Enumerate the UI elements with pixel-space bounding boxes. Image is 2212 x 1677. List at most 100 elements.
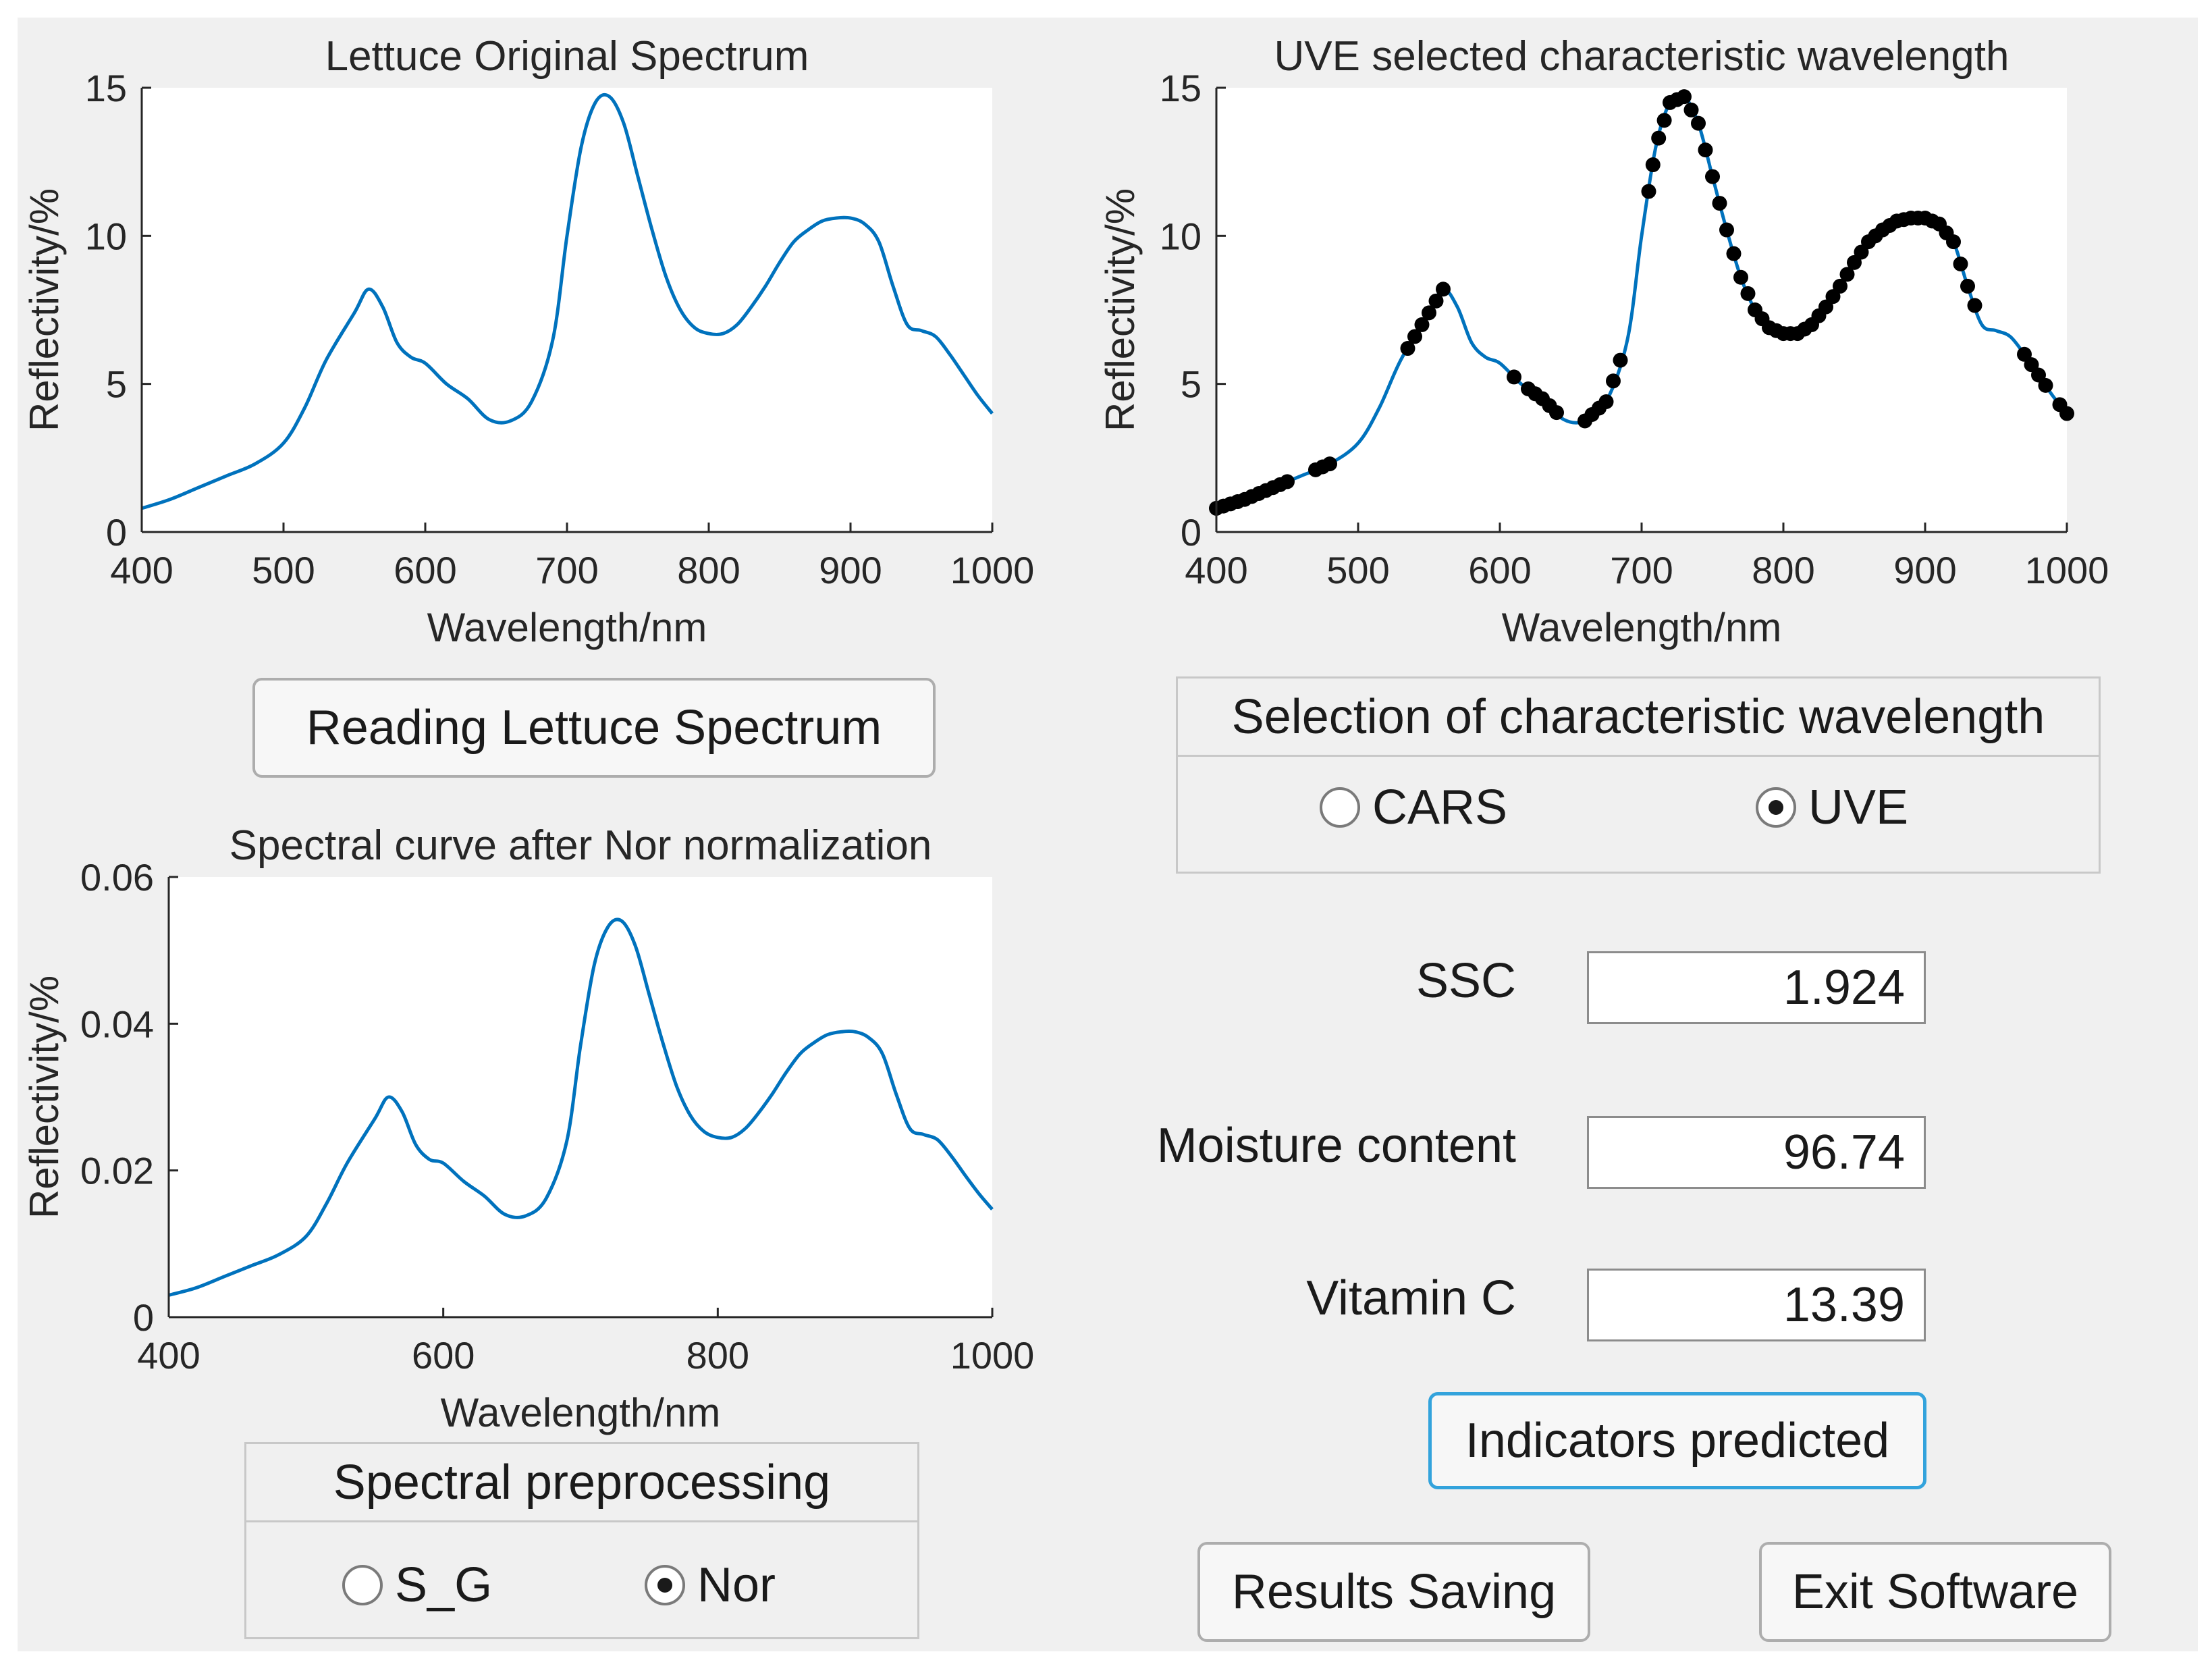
- normalized-x-tick-label: 600: [412, 1334, 475, 1377]
- uve-selected-point: [1719, 222, 1734, 238]
- original-plot-area: [142, 88, 992, 532]
- uve-selected-point: [1740, 286, 1756, 301]
- original-x-tick-label: 400: [110, 549, 173, 591]
- uve-x-tick-label: 900: [1893, 549, 1956, 591]
- uve-x-tick-label: 600: [1468, 549, 1531, 591]
- normalized-y-tick-label: 0.06: [80, 856, 154, 899]
- radio-nor-label: Nor: [697, 1558, 776, 1612]
- uve-plot-area: [1216, 88, 2067, 532]
- wavelength-selection-title: Selection of characteristic wavelength: [1178, 678, 2099, 757]
- radio-nor[interactable]: Nor: [645, 1558, 776, 1613]
- uve-selected-point: [1818, 299, 1833, 315]
- radio-cars-indicator[interactable]: [1320, 787, 1360, 828]
- uve-selected-point: [1645, 157, 1661, 173]
- uve-selected-point: [1400, 341, 1415, 356]
- normalized-plot-area: [169, 877, 992, 1317]
- normalized-x-axis-label: Wavelength/nm: [441, 1390, 721, 1435]
- uve-x-tick-label: 800: [1752, 549, 1814, 591]
- uve-selected-point: [1414, 317, 1430, 332]
- original-y-tick-label: 5: [106, 363, 127, 406]
- normalized-series-line: [168, 917, 994, 1297]
- original-x-tick-label: 600: [394, 549, 456, 591]
- moisture-content-field[interactable]: 96.74: [1587, 1116, 1926, 1189]
- vitamin-c-field[interactable]: 13.39: [1587, 1269, 1926, 1341]
- normalized-y-tick-label: 0.04: [80, 1003, 154, 1045]
- original-spectrum-chart: 400 500 600 700 800 900 1000 0 5 10 15 Lettuce Orig…: [22, 33, 1034, 650]
- uve-x-tick-label: 400: [1185, 549, 1247, 591]
- uve-selected-point: [1847, 255, 1862, 270]
- original-series-line: [141, 92, 994, 510]
- results-saving-button[interactable]: Results Saving: [1197, 1542, 1590, 1642]
- uve-x-tick-label: 500: [1326, 549, 1389, 591]
- original-x-tick-label: 500: [252, 549, 315, 591]
- uve-selected-point: [2024, 357, 2039, 373]
- original-chart-title: Lettuce Original Spectrum: [325, 33, 809, 80]
- uve-selected-point: [1598, 394, 1614, 409]
- normalized-x-tick-label: 800: [686, 1334, 749, 1377]
- uve-selected-point: [1549, 405, 1564, 421]
- uve-x-tick-label: 700: [1610, 549, 1673, 591]
- radio-nor-indicator[interactable]: [645, 1565, 685, 1605]
- original-y-axis-label: Reflectivity/%: [22, 188, 67, 431]
- uve-selected-point: [1507, 369, 1521, 385]
- original-x-axis-label: Wavelength/nm: [427, 605, 707, 650]
- ssc-field[interactable]: 1.924: [1587, 951, 1926, 1024]
- uve-selected-point: [1322, 456, 1337, 472]
- uve-selected-point: [2031, 367, 2046, 383]
- uve-chart-title: UVE selected characteristic wavelength: [1274, 33, 2009, 80]
- uve-x-tick-label: 1000: [2025, 549, 2109, 591]
- radio-uve-label: UVE: [1808, 780, 1909, 834]
- uve-selected-point: [1651, 130, 1667, 146]
- original-y-tick-label: 15: [85, 67, 127, 109]
- uve-wavelength-chart: 400 500 600 700 800 900 1000 0 5 10 15 UVE selected…: [1098, 33, 2109, 650]
- normalized-x-tick-label: 1000: [950, 1334, 1035, 1377]
- vitamin-c-label: Vitamin C: [1306, 1271, 1516, 1325]
- radio-sg-label: S_G: [395, 1558, 493, 1612]
- uve-x-axis-label: Wavelength/nm: [1502, 605, 1782, 650]
- app-window: 400 500 600 700 800 900 1000 0 5 10 15 Lettuce Orig…: [18, 18, 2198, 1651]
- reading-spectrum-button[interactable]: Reading Lettuce Spectrum: [252, 678, 936, 778]
- radio-sg[interactable]: S_G: [342, 1558, 492, 1613]
- radio-uve[interactable]: UVE: [1756, 780, 1908, 835]
- uve-selected-point: [1825, 289, 1841, 304]
- original-y-tick-label: 10: [85, 215, 127, 257]
- radio-cars-label: CARS: [1372, 780, 1508, 834]
- original-x-tick-label: 700: [535, 549, 598, 591]
- uve-y-tick-label: 10: [1160, 215, 1202, 257]
- uve-selected-point: [1436, 282, 1451, 297]
- uve-selected-point: [1698, 142, 1713, 158]
- original-y-tick-label: 0: [106, 511, 127, 554]
- uve-selected-point: [2038, 377, 2053, 393]
- uve-selected-point: [1683, 102, 1699, 117]
- uve-y-tick-label: 0: [1181, 511, 1202, 554]
- radio-uve-indicator[interactable]: [1756, 787, 1796, 828]
- uve-y-tick-label: 15: [1160, 67, 1202, 109]
- indicators-predicted-button[interactable]: Indicators predicted: [1428, 1392, 1926, 1489]
- uve-selected-point: [2059, 406, 2074, 421]
- uve-selected-point: [1606, 373, 1621, 389]
- normalized-chart-title: Spectral curve after Nor normalization: [230, 822, 932, 869]
- uve-selected-point: [1691, 115, 1706, 131]
- original-x-tick-label: 900: [819, 549, 882, 591]
- uve-selected-point: [1613, 352, 1628, 368]
- normalized-x-tick-label: 400: [137, 1334, 200, 1377]
- uve-selected-point: [1960, 278, 1975, 294]
- uve-selected-point: [1953, 257, 1968, 272]
- ssc-label: SSC: [1415, 954, 1516, 1008]
- uve-selected-point: [1422, 305, 1436, 321]
- uve-selected-point: [2017, 346, 2032, 362]
- uve-y-axis-label: Reflectivity/%: [1098, 188, 1143, 431]
- uve-selected-point: [1833, 278, 1847, 294]
- uve-selected-point: [1641, 184, 1656, 199]
- uve-selected-point: [1656, 113, 1672, 128]
- uve-y-tick-label: 5: [1181, 363, 1202, 406]
- uve-selected-point: [1677, 89, 1692, 105]
- wavelength-selection-group: Selection of characteristic wavelength C…: [1176, 676, 2101, 874]
- uve-selected-point: [1280, 474, 1295, 489]
- exit-software-button[interactable]: Exit Software: [1759, 1542, 2111, 1642]
- radio-sg-indicator[interactable]: [342, 1565, 383, 1605]
- normalized-y-tick-label: 0: [133, 1296, 154, 1339]
- radio-cars[interactable]: CARS: [1320, 780, 1507, 835]
- uve-selected-point: [1854, 244, 1869, 260]
- normalized-y-axis-label: Reflectivity/%: [22, 976, 67, 1219]
